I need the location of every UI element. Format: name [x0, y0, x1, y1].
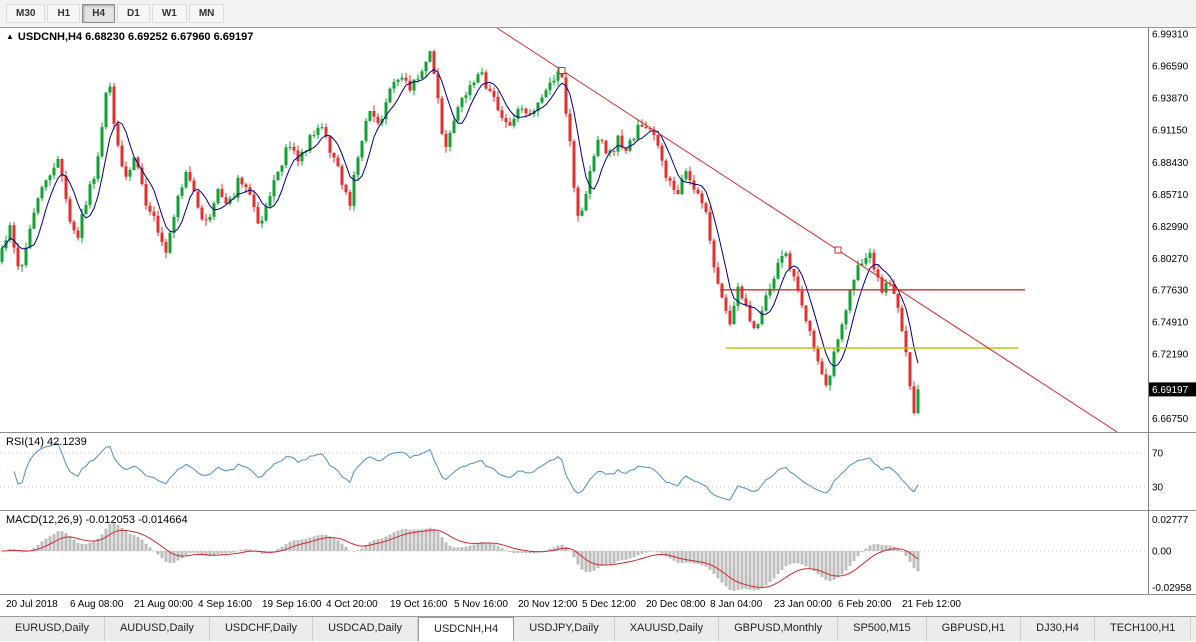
macd-indicator-panel: 0.02777 0.00 -0.02958 MACD(12,26,9) -0.012… [0, 511, 1196, 595]
macd-signal-line [1, 529, 919, 589]
timeframe-button-mn[interactable]: MN [188, 4, 225, 23]
macd-histogram [0, 523, 920, 591]
descending-trendline[interactable] [496, 28, 1118, 432]
time-axis-label: 20 Nov 12:00 [518, 599, 578, 610]
symbol-tab-xauusd-daily[interactable]: XAUUSD,Daily [614, 617, 720, 641]
timeframe-button-w1[interactable]: W1 [151, 4, 187, 23]
symbol-tab-usdcad-daily[interactable]: USDCAD,Daily [313, 617, 419, 641]
price-axis-label: 6.82990 [1152, 222, 1189, 233]
symbol-tab-audusd-daily[interactable]: AUDUSD,Daily [104, 617, 210, 641]
time-axis-label: 20 Jul 2018 [6, 599, 58, 610]
macd-axis-label: -0.02958 [1152, 583, 1192, 594]
time-axis-label: 6 Aug 08:00 [70, 599, 124, 610]
timeframe-button-h4[interactable]: H4 [82, 4, 116, 23]
time-axis[interactable]: 20 Jul 2018 6 Aug 08:00 21 Aug 00:00 4 Sep … [0, 595, 1196, 617]
rsi-level-label: 30 [1152, 483, 1164, 494]
price-axis[interactable]: 6.99310 6.96590 6.93870 6.91150 6.88430 6.857… [1148, 28, 1196, 432]
time-axis-label: 20 Dec 08:00 [646, 599, 706, 610]
symbol-tab-tech100-h1[interactable]: TECH100,H1 [1094, 617, 1192, 641]
candles [0, 49, 920, 415]
macd-canvas[interactable]: 0.02777 0.00 -0.02958 [0, 511, 1196, 594]
time-axis-label: 4 Oct 20:00 [326, 599, 378, 610]
symbol-tab-usdcnh-h4[interactable]: USDCNH,H4 [418, 617, 515, 641]
time-axis-label: 5 Nov 16:00 [454, 599, 508, 610]
price-axis-label: 6.77630 [1152, 285, 1189, 296]
price-axis-label: 6.80270 [1152, 254, 1189, 265]
price-axis-label: 6.72190 [1152, 350, 1189, 361]
current-price-badge [1149, 382, 1196, 397]
timeframe-toolbar: M30 H1 H4 D1 W1 MN [0, 0, 1196, 28]
trendline-handle[interactable] [834, 246, 842, 254]
time-axis-label: 19 Oct 16:00 [390, 599, 448, 610]
symbol-tab-usdchf-daily[interactable]: USDCHF,Daily [209, 617, 314, 641]
time-axis-label: 21 Aug 00:00 [134, 599, 193, 610]
price-axis-label: 6.74910 [1152, 318, 1189, 329]
current-price-value: 6.69197 [1152, 385, 1189, 396]
trendline-handle[interactable] [558, 67, 566, 74]
symbol-tab-usdjpy-daily[interactable]: USDJPY,Daily [514, 617, 615, 641]
time-axis-label: 6 Feb 20:00 [838, 599, 892, 610]
time-axis-label: 8 Jan 04:00 [710, 599, 763, 610]
price-axis-label: 6.66750 [1152, 414, 1189, 425]
rsi-line [13, 442, 919, 501]
time-axis-label: 5 Dec 12:00 [582, 599, 636, 610]
price-axis-label: 6.93870 [1152, 94, 1189, 105]
price-chart-canvas[interactable]: 6.99310 6.96590 6.93870 6.91150 6.88430 6.857… [0, 28, 1196, 432]
rsi-level-label: 70 [1152, 449, 1164, 460]
symbol-tab-dj30-h4[interactable]: DJ30,H4 [1021, 617, 1095, 641]
time-axis-label: 21 Feb 12:00 [902, 599, 961, 610]
macd-axis-label: 0.02777 [1152, 515, 1189, 526]
timeframe-button-d1[interactable]: D1 [117, 4, 150, 23]
time-axis-label: 4 Sep 16:00 [198, 599, 252, 610]
timeframe-buttons: M30 H1 H4 D1 W1 MN [6, 4, 225, 23]
chart-area: 6.99310 6.96590 6.93870 6.91150 6.88430 6.857… [0, 28, 1196, 617]
timeframe-button-m30[interactable]: M30 [6, 4, 46, 23]
symbol-tab-eurusd-daily[interactable]: EURUSD,Daily [0, 617, 105, 641]
ma-line [1, 68, 919, 367]
price-axis-label: 6.99310 [1152, 29, 1189, 40]
price-axis-label: 6.96590 [1152, 61, 1189, 72]
price-axis-label: 6.85710 [1152, 190, 1189, 201]
time-axis-label: 19 Sep 16:00 [262, 599, 322, 610]
timeframe-button-h1[interactable]: H1 [47, 4, 81, 23]
symbol-tabbar: EURUSD,Daily AUDUSD,Daily USDCHF,Daily USDC… [0, 617, 1196, 641]
macd-axis-label: 0.00 [1152, 547, 1172, 558]
symbol-tab-gbpusd-h1[interactable]: GBPUSD,H1 [926, 617, 1022, 641]
price-axis-label: 6.91150 [1152, 126, 1188, 137]
price-axis-label: 6.88430 [1152, 158, 1189, 169]
price-chart-panel: 6.99310 6.96590 6.93870 6.91150 6.88430 6.857… [0, 28, 1196, 433]
symbol-tab-sp500-m15[interactable]: SP500,M15 [838, 617, 927, 641]
rsi-canvas[interactable]: 70 30 [0, 433, 1196, 510]
symbol-tab-gbpusd-monthly[interactable]: GBPUSD,Monthly [719, 617, 839, 641]
time-axis-label: 23 Jan 00:00 [774, 599, 832, 610]
rsi-indicator-panel: 70 30 RSI(14) 42.1239 [0, 433, 1196, 511]
